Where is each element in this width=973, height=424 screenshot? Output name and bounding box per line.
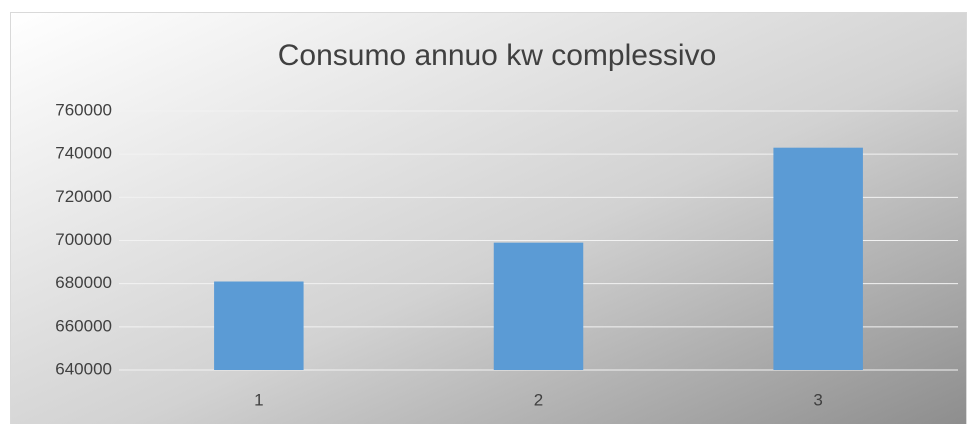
y-tick-label: 740000 [55, 144, 112, 163]
bar [493, 242, 584, 370]
bar [214, 281, 304, 370]
bar [773, 147, 863, 370]
y-tick-label: 760000 [55, 100, 112, 119]
x-tick-label: 2 [534, 390, 543, 409]
chart-title: Consumo annuo kw complessivo [278, 39, 717, 72]
y-tick-label: 700000 [55, 230, 112, 249]
y-tick-label: 680000 [55, 273, 112, 292]
y-tick-label: 720000 [55, 187, 112, 206]
x-tick-label: 3 [813, 390, 822, 409]
x-tick-label: 1 [254, 390, 263, 409]
y-tick-label: 660000 [55, 316, 112, 335]
y-tick-label: 640000 [55, 359, 112, 378]
